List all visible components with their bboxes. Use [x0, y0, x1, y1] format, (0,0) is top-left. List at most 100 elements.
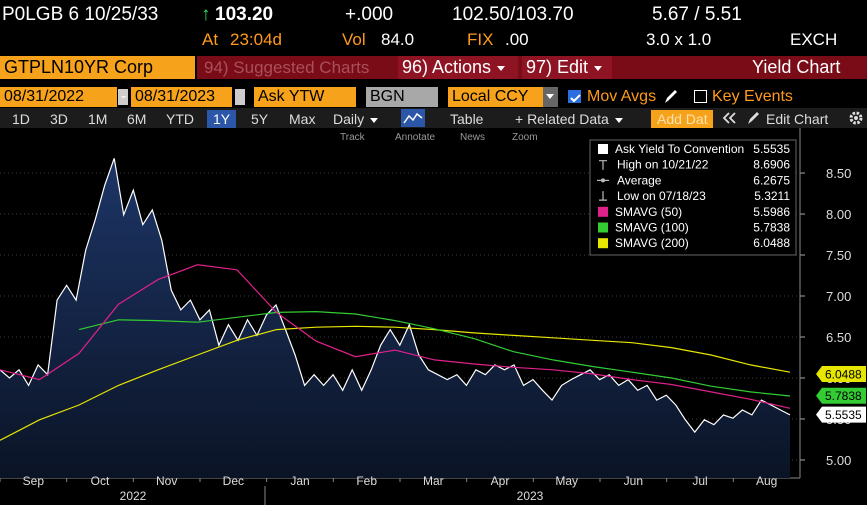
edit-pencil-icon[interactable] — [746, 110, 762, 126]
legend-label: SMAVG (50) — [615, 205, 682, 219]
legend-label: High on 10/21/22 — [617, 158, 709, 172]
legend: Ask Yield To Convention 5.5535 High on 10/… — [589, 139, 797, 256]
change: +.000 — [345, 4, 394, 25]
pencil-icon[interactable] — [662, 88, 678, 106]
pencil-shape — [748, 112, 759, 124]
edit-menu[interactable]: 97) Edit — [522, 56, 612, 79]
legend-swatch — [598, 222, 608, 233]
range-button[interactable]: 1Y — [207, 110, 237, 128]
legend-label: Average — [617, 173, 662, 187]
range-button[interactable]: 1D — [12, 111, 30, 127]
security[interactable]: GTPLN10YR Corp — [0, 56, 195, 79]
x-tick-label: Jul — [692, 474, 707, 488]
legend-label: Low on 07/18/23 — [617, 189, 706, 203]
legend-value: 5.5535 — [753, 142, 790, 156]
value-tag-label: 5.7838 — [825, 389, 862, 403]
related-data-button[interactable]: + Related Data — [509, 110, 629, 128]
key-events-checkbox[interactable] — [694, 90, 707, 103]
stat-dot — [601, 178, 605, 183]
dropdown-arrow — [497, 65, 506, 71]
add-data-input[interactable]: Add Dat — [651, 110, 713, 128]
actions-menu[interactable]: 96) Actions — [398, 56, 518, 79]
fix: .00 — [505, 30, 529, 49]
range-button[interactable]: 6M — [127, 111, 147, 127]
y-tick-label: 7.50 — [826, 248, 851, 263]
range-button[interactable]: 5Y — [251, 111, 269, 127]
range-button[interactable]: 1M — [88, 111, 108, 127]
x-tick-label: Mar — [423, 474, 444, 488]
mov-avgs-checkbox[interactable] — [568, 90, 581, 103]
legend-label: Ask Yield To Convention — [615, 142, 744, 156]
series-line — [0, 325, 791, 441]
source[interactable]: BGN — [366, 87, 438, 107]
chart: TrackAnnotateNewsZoom5.005.506.006.507.0… — [0, 128, 866, 505]
dropdown-arrow — [594, 65, 603, 71]
collapse-icon[interactable] — [720, 110, 740, 126]
settings-icon[interactable] — [848, 110, 864, 126]
exch: EXCH — [790, 30, 838, 49]
date-separator: - — [121, 88, 127, 105]
dropdown-arrow — [614, 117, 623, 123]
table-button[interactable]: Table — [450, 111, 484, 127]
x-tick-label: Jun — [624, 474, 643, 488]
value-tag — [816, 365, 866, 382]
dropdown-arrow — [370, 117, 379, 123]
legend-value: 5.5986 — [753, 205, 790, 219]
x-tick-label: Oct — [91, 474, 110, 488]
x-tick-label: Dec — [223, 474, 244, 488]
currency[interactable]: Local CCY — [448, 87, 543, 107]
value-tag — [816, 406, 866, 423]
period-button[interactable]: Daily — [327, 110, 384, 128]
dropdown-arrow — [546, 94, 554, 100]
chart-tool: Track — [340, 132, 366, 143]
edit-chart-button[interactable]: Edit Chart — [766, 111, 829, 127]
related-label: + Related Data — [515, 111, 609, 127]
value-tag-label: 6.0488 — [825, 367, 862, 381]
end-date[interactable]: 08/31/2023 — [131, 87, 232, 107]
legend-value: 8.6906 — [753, 158, 790, 172]
legend-value: 5.3211 — [754, 189, 790, 203]
key-events-label: Key Events — [712, 88, 793, 105]
legend-value: 5.7838 — [753, 221, 790, 235]
range-button[interactable]: Max — [289, 111, 316, 127]
legend-value: 6.2675 — [753, 173, 790, 187]
x-tick-label: Feb — [356, 474, 377, 488]
fix-label: FIX — [467, 30, 494, 49]
legend-swatch — [598, 238, 608, 249]
calendar-icon[interactable] — [118, 89, 128, 105]
x-tick-label: Sep — [23, 474, 45, 488]
legend-swatch — [598, 144, 608, 154]
edit-label: 97) Edit — [526, 57, 589, 77]
pencil-shape — [665, 90, 677, 103]
size: 3.0 x 1.0 — [646, 30, 712, 49]
period-label: Daily — [333, 111, 365, 127]
x-tick-label: Jan — [290, 474, 309, 488]
vol-label: Vol — [342, 30, 366, 49]
field[interactable]: Ask YTW — [254, 87, 356, 107]
currency-dropdown[interactable] — [543, 87, 558, 107]
y-tick-label: 6.50 — [826, 330, 851, 345]
range-button[interactable]: 3D — [50, 111, 68, 127]
series-line — [0, 158, 791, 434]
icon-line — [403, 112, 423, 124]
start-date[interactable]: 08/31/2022 — [0, 87, 117, 107]
gear-hub — [854, 116, 858, 120]
x-tick-label: May — [555, 474, 578, 488]
vol: 84.0 — [381, 30, 415, 49]
checkmark — [570, 94, 581, 103]
calendar-icon[interactable] — [235, 89, 245, 105]
series-line — [0, 264, 791, 409]
time: 23:04d — [230, 30, 282, 49]
x-tick-label: Aug — [756, 474, 777, 488]
suggested-charts[interactable]: 94) Suggested Charts — [204, 58, 370, 77]
range-button[interactable]: YTD — [166, 111, 194, 127]
chart-style-icon[interactable] — [401, 109, 425, 127]
chart-tool: Zoom — [512, 132, 538, 143]
stat-icon — [599, 160, 607, 170]
x-tick-label: Nov — [156, 474, 177, 488]
series-line — [78, 310, 791, 397]
y-tick-label: 8.50 — [826, 166, 851, 181]
area-fill — [0, 158, 790, 479]
value-tag-label: 5.5535 — [825, 408, 862, 422]
